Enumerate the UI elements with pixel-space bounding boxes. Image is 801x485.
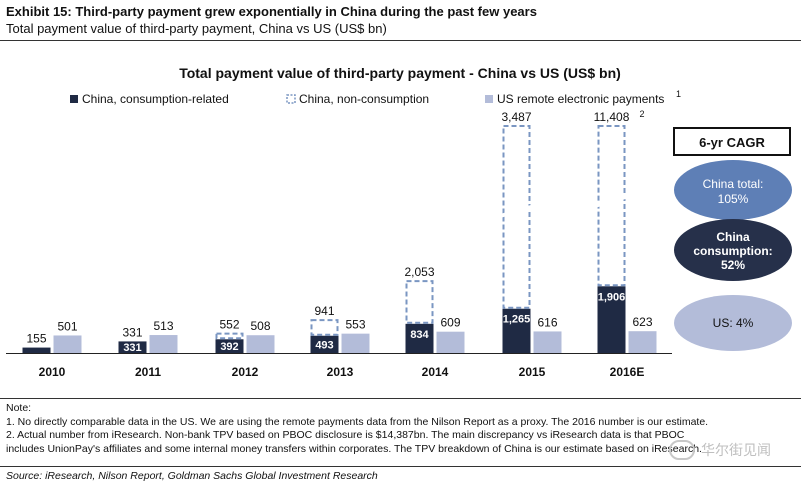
- legend-swatch: [485, 95, 493, 103]
- china-consumption-bar: [310, 335, 339, 353]
- note-line-3: includes UnionPay's affiliates and some …: [6, 442, 702, 455]
- bars: 155 501 2010 331 331 513 2011 552 392 508 2012 941 4…: [6, 109, 672, 379]
- china-total-label: 552: [219, 318, 239, 332]
- cagr-ellipse: [674, 295, 792, 351]
- china-consumption-bar: [502, 308, 531, 353]
- china-consumption-label: 1,906: [598, 291, 626, 303]
- cagr-label: US: 4%: [713, 316, 754, 330]
- us-label: 616: [537, 315, 557, 329]
- notes-bottom-divider: [0, 466, 801, 467]
- china-total-label: 331: [122, 325, 142, 339]
- china-total-label: 941: [314, 304, 334, 318]
- china-nonconsumption-bar: [502, 125, 531, 309]
- cagr-ellipse: [674, 219, 792, 281]
- top-divider: [0, 40, 801, 41]
- china-nonconsumption-bar: [310, 319, 339, 336]
- us-bar: [628, 331, 657, 353]
- us-bar: [53, 335, 82, 353]
- category-label: 2014: [422, 365, 449, 379]
- china-total-label: 11,408: [594, 110, 630, 124]
- china-consumption-label: 392: [220, 341, 238, 353]
- us-label: 513: [153, 319, 173, 333]
- us-label: 553: [345, 318, 365, 332]
- us-label: 508: [250, 319, 270, 333]
- axis-break-mark: [594, 194, 629, 209]
- legend-swatch: [70, 95, 78, 103]
- cagr-header: 6-yr CAGR: [699, 135, 765, 150]
- us-bar: [246, 335, 275, 353]
- china-nonconsumption-bar: [405, 280, 434, 324]
- china-consumption-bar: [405, 323, 434, 353]
- note-line-1: 1. No directly comparable data in the US…: [6, 415, 709, 428]
- us-label: 501: [57, 319, 77, 333]
- category-label: 2012: [232, 365, 259, 379]
- axis-break-mark: [499, 204, 534, 219]
- cagr-value: 52%: [721, 258, 745, 272]
- category-label: 2013: [327, 365, 354, 379]
- us-label: 609: [440, 316, 460, 330]
- cagr-panel: 6-yr CAGR China total:105% Chinaconsumptio…: [673, 127, 792, 351]
- china-nonconsumption-bar: [215, 332, 244, 340]
- china-consumption-label: 834: [410, 329, 429, 341]
- china-consumption-bar: [22, 347, 51, 353]
- note-line-2: 2. Actual number from iResearch. Non-ban…: [6, 429, 685, 441]
- notes-heading: Note:: [6, 402, 32, 414]
- watermark: 华尔街见闻: [669, 440, 771, 460]
- legend: China, consumption-related China, non-con…: [70, 89, 681, 106]
- us-bar: [341, 333, 370, 353]
- china-total-label: 2,053: [404, 265, 434, 279]
- category-label: 2011: [135, 365, 161, 379]
- exhibit-subtitle: Total payment value of third-party payme…: [6, 21, 387, 36]
- cagr-label: consumption:: [693, 244, 772, 258]
- cagr-ellipse: [674, 160, 792, 220]
- china-consumption-label: 1,265: [503, 314, 531, 326]
- china-total-label: 3,487: [501, 110, 531, 124]
- china-total-label: 155: [26, 332, 46, 346]
- chart-bottom-divider: [0, 398, 801, 399]
- cagr-label: China: [716, 230, 750, 244]
- us-bar: [533, 331, 562, 353]
- china-consumption-bar: [215, 339, 244, 353]
- chart: Total payment value of third-party payme…: [6, 65, 792, 379]
- china-consumption-bar: [118, 341, 147, 353]
- category-label: 2010: [39, 365, 66, 379]
- legend-label: China, consumption-related: [82, 92, 229, 106]
- category-label: 2016E: [610, 365, 645, 379]
- source-line: Source: iResearch, Nilson Report, Goldma…: [6, 470, 378, 482]
- exhibit-title: Exhibit 15: Third-party payment grew exp…: [6, 4, 537, 19]
- china-consumption-label: 493: [315, 339, 333, 351]
- legend-swatch: [286, 94, 296, 104]
- notes: Note: 1. No directly comparable data in …: [6, 402, 796, 456]
- legend-label: China, non-consumption: [299, 92, 429, 106]
- cagr-label: China total:: [703, 177, 764, 191]
- legend-superscript: 1: [676, 89, 681, 99]
- watermark-text: 华尔街见闻: [701, 442, 771, 458]
- top-superscript: 2: [640, 109, 645, 119]
- us-label: 623: [632, 315, 652, 329]
- chat-bubble-icon: [669, 440, 695, 460]
- category-label: 2015: [519, 365, 546, 379]
- china-consumption-bar: [597, 286, 626, 353]
- legend-label: US remote electronic payments: [497, 92, 664, 106]
- us-bar: [149, 335, 178, 353]
- cagr-value: 105%: [718, 192, 749, 206]
- us-bar: [436, 331, 465, 353]
- chart-title: Total payment value of third-party payme…: [179, 65, 621, 81]
- cagr-header-box: [673, 127, 791, 156]
- china-consumption-label: 331: [123, 342, 141, 354]
